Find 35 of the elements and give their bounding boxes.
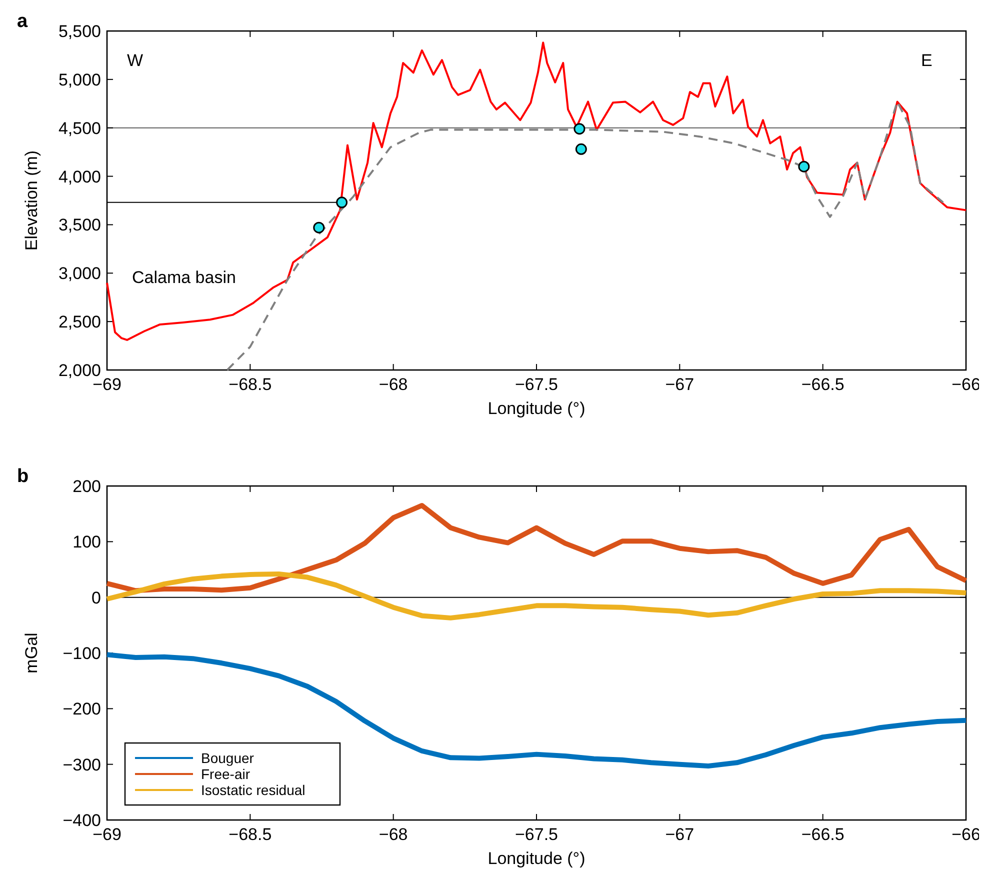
y-tick-label: −200	[62, 700, 101, 719]
y-axis-title: mGal	[22, 632, 41, 674]
legend-label: Isostatic residual	[201, 782, 306, 798]
y-tick-label: 3,000	[58, 264, 101, 284]
y-tick-label: 100	[72, 532, 101, 552]
y-axis-title: Elevation (m)	[22, 150, 41, 251]
x-tick-label: −68	[378, 825, 408, 844]
legend-label: Bouguer	[201, 750, 254, 766]
y-tick-label: 200	[72, 477, 101, 496]
x-tick-label: −68.5	[228, 375, 272, 394]
x-tick-label: −66.5	[801, 375, 844, 394]
chart-title: a	[17, 11, 28, 32]
y-tick-label: 3,500	[58, 216, 101, 235]
y-tick-label: 0	[92, 588, 101, 608]
x-tick-label: −68	[378, 375, 408, 394]
x-tick-label: −67.5	[514, 825, 558, 844]
x-axis-title: Longitude (°)	[488, 849, 586, 868]
annotation: E	[921, 51, 932, 70]
y-tick-label: 5,500	[58, 22, 101, 41]
x-tick-label: −67	[665, 825, 694, 844]
x-tick-label: −68.5	[228, 825, 272, 844]
annotation: W	[127, 51, 144, 70]
chart-title: b	[17, 466, 29, 487]
y-tick-label: 4,000	[58, 167, 101, 186]
x-tick-label: −66.5	[801, 825, 844, 844]
x-tick-label: −67.5	[514, 375, 558, 394]
y-tick-label: −100	[62, 644, 101, 663]
x-axis-title: Longitude (°)	[488, 399, 586, 418]
y-tick-label: 4,500	[58, 118, 101, 138]
annotation: Calama basin	[132, 268, 236, 287]
x-tick-label: −67	[665, 375, 694, 394]
y-tick-label: −300	[62, 755, 101, 774]
legend-label: Free-air	[201, 766, 250, 782]
y-tick-label: 2,500	[58, 312, 101, 332]
y-tick-label: 5,000	[58, 70, 101, 90]
